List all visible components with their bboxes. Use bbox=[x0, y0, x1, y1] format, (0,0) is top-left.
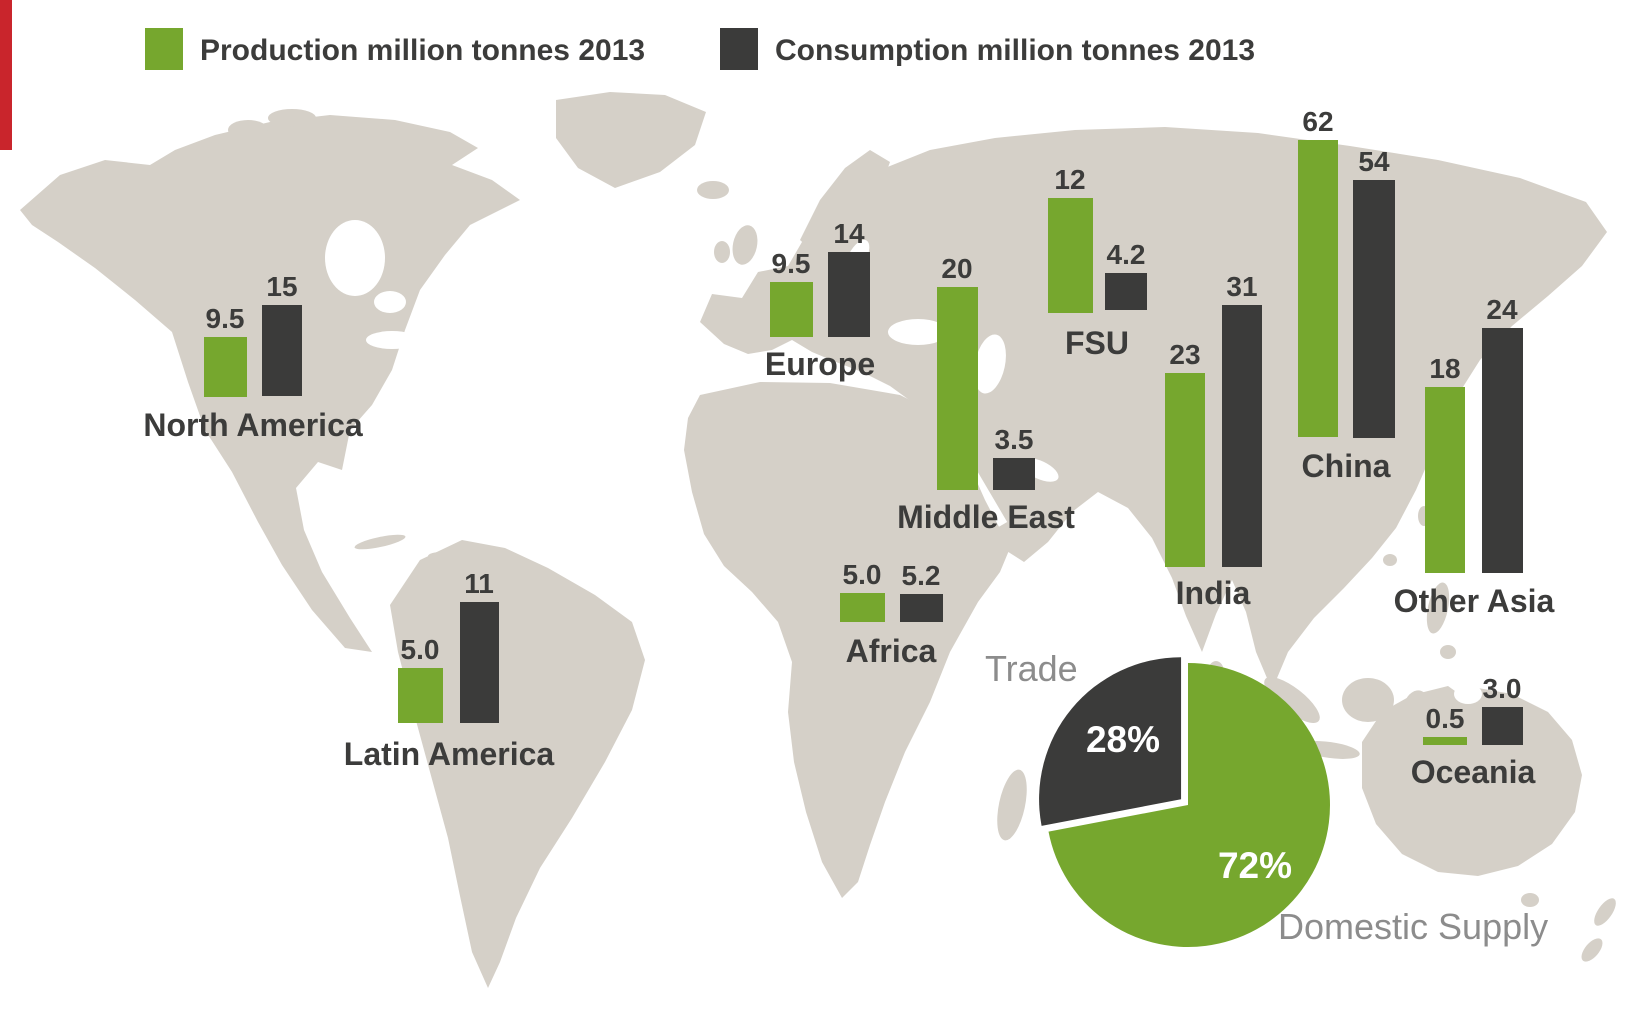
region-label-other-asia: Other Asia bbox=[1393, 583, 1555, 619]
consumption-legend-label: Consumption million tonnes 2013 bbox=[775, 34, 1256, 67]
production-bar-oceania bbox=[1423, 737, 1467, 745]
consumption-value-china: 54 bbox=[1358, 146, 1390, 177]
production-bar-middle-east bbox=[937, 287, 978, 490]
region-label-fsu: FSU bbox=[1065, 325, 1129, 361]
region-label-latin-america: Latin America bbox=[343, 736, 555, 772]
landmass-hainan bbox=[1383, 554, 1397, 566]
trade-pie-chart bbox=[1039, 657, 1330, 947]
consumption-bar-fsu bbox=[1105, 273, 1147, 310]
consumption-value-india: 31 bbox=[1226, 271, 1258, 302]
caribbean-island bbox=[354, 534, 406, 550]
consumption-value-other-asia: 24 bbox=[1486, 294, 1518, 325]
landmass-australia bbox=[1362, 686, 1582, 876]
production-value-india: 23 bbox=[1169, 339, 1201, 370]
landmass-philippines-south bbox=[1440, 645, 1456, 659]
consumption-bar-europe bbox=[828, 252, 870, 337]
consumption-value-fsu: 4.2 bbox=[1106, 239, 1146, 270]
consumption-bar-latin-america bbox=[460, 602, 499, 723]
consumption-value-europe: 14 bbox=[833, 218, 865, 249]
consumption-value-latin-america: 11 bbox=[464, 568, 494, 599]
arctic-island bbox=[312, 129, 348, 145]
production-value-oceania: 0.5 bbox=[1425, 703, 1465, 734]
landmass-new-zealand-north bbox=[1594, 898, 1616, 926]
production-value-europe: 9.5 bbox=[771, 248, 811, 279]
production-bar-africa bbox=[840, 593, 885, 622]
consumption-value-middle-east: 3.5 bbox=[994, 424, 1034, 455]
landmass-borneo bbox=[1342, 678, 1394, 722]
legend: Production million tonnes 2013 Consumpti… bbox=[0, 0, 1629, 100]
landmass-britain bbox=[732, 225, 758, 265]
production-value-latin-america: 5.0 bbox=[400, 634, 440, 665]
production-legend-swatch bbox=[145, 28, 183, 70]
production-value-middle-east: 20 bbox=[941, 253, 973, 284]
production-bar-europe bbox=[770, 282, 813, 337]
landmass-japan bbox=[1447, 328, 1477, 376]
black-sea bbox=[888, 319, 948, 345]
consumption-bar-other-asia bbox=[1482, 328, 1523, 573]
consumption-bar-china bbox=[1353, 180, 1395, 438]
consumption-value-oceania: 3.0 bbox=[1482, 673, 1522, 704]
landmass-iceland bbox=[697, 181, 729, 199]
production-value-north-america: 9.5 bbox=[205, 303, 245, 334]
consumption-value-north-america: 15 bbox=[266, 271, 298, 302]
region-label-oceania: Oceania bbox=[1410, 754, 1536, 790]
landmass-new-zealand-south bbox=[1581, 938, 1603, 962]
region-label-middle-east: Middle East bbox=[897, 499, 1075, 535]
production-bar-india bbox=[1165, 373, 1205, 567]
great-lakes bbox=[366, 331, 418, 349]
region-label-north-america: North America bbox=[143, 407, 363, 443]
region-label-europe: Europe bbox=[764, 346, 876, 382]
production-legend-label: Production million tonnes 2013 bbox=[200, 34, 646, 67]
region-label-africa: Africa bbox=[845, 633, 937, 669]
landmass-greenland bbox=[556, 92, 706, 188]
production-value-africa: 5.0 bbox=[842, 559, 882, 590]
consumption-legend-swatch bbox=[720, 28, 758, 70]
production-value-china: 62 bbox=[1302, 106, 1334, 137]
james-bay bbox=[374, 291, 406, 313]
consumption-bar-middle-east bbox=[993, 458, 1035, 490]
caribbean-island bbox=[460, 558, 480, 566]
consumption-bar-africa bbox=[900, 594, 943, 622]
consumption-value-africa: 5.2 bbox=[901, 560, 941, 591]
production-bar-fsu bbox=[1048, 198, 1093, 313]
hudson-bay bbox=[325, 220, 385, 296]
caribbean-island bbox=[428, 552, 456, 560]
arctic-island bbox=[228, 120, 268, 140]
landmass-philippines bbox=[1426, 582, 1450, 634]
pie-label-trade: Trade bbox=[985, 648, 1078, 689]
production-bar-other-asia bbox=[1425, 387, 1465, 573]
region-label-china: China bbox=[1301, 448, 1391, 484]
landmass-sumatra bbox=[1264, 677, 1320, 723]
red-edge-mark bbox=[0, 0, 12, 150]
production-value-fsu: 12 bbox=[1054, 164, 1086, 195]
landmass-south-america bbox=[390, 540, 645, 988]
landmass-madagascar bbox=[997, 769, 1027, 841]
pie-slice-trade bbox=[1039, 657, 1182, 826]
landmass-tasmania bbox=[1521, 893, 1539, 907]
landmass-africa bbox=[684, 382, 1010, 898]
pie-pct-trade: 28% bbox=[1085, 719, 1161, 760]
pie-pct-domestic-supply: 72% bbox=[1217, 845, 1293, 886]
pie-slice-domestic-supply bbox=[1048, 663, 1330, 947]
consumption-bar-india bbox=[1222, 305, 1262, 567]
pie-label-domestic-supply: Domestic Supply bbox=[1278, 906, 1549, 947]
consumption-bar-north-america bbox=[262, 305, 302, 396]
region-label-india: India bbox=[1175, 575, 1251, 611]
production-bar-north-america bbox=[204, 337, 247, 397]
gulf-of-carpentaria bbox=[1454, 684, 1482, 704]
arctic-island bbox=[268, 109, 316, 127]
caspian-sea bbox=[974, 334, 1006, 394]
landmass-scandinavia bbox=[800, 150, 890, 262]
arctic-island bbox=[196, 142, 224, 158]
production-value-other-asia: 18 bbox=[1429, 353, 1461, 384]
consumption-bar-oceania bbox=[1482, 707, 1523, 745]
production-bar-china bbox=[1298, 140, 1338, 437]
production-bar-latin-america bbox=[398, 668, 443, 723]
landmass-sakhalin bbox=[1483, 278, 1501, 322]
landmass-ireland bbox=[714, 241, 730, 263]
